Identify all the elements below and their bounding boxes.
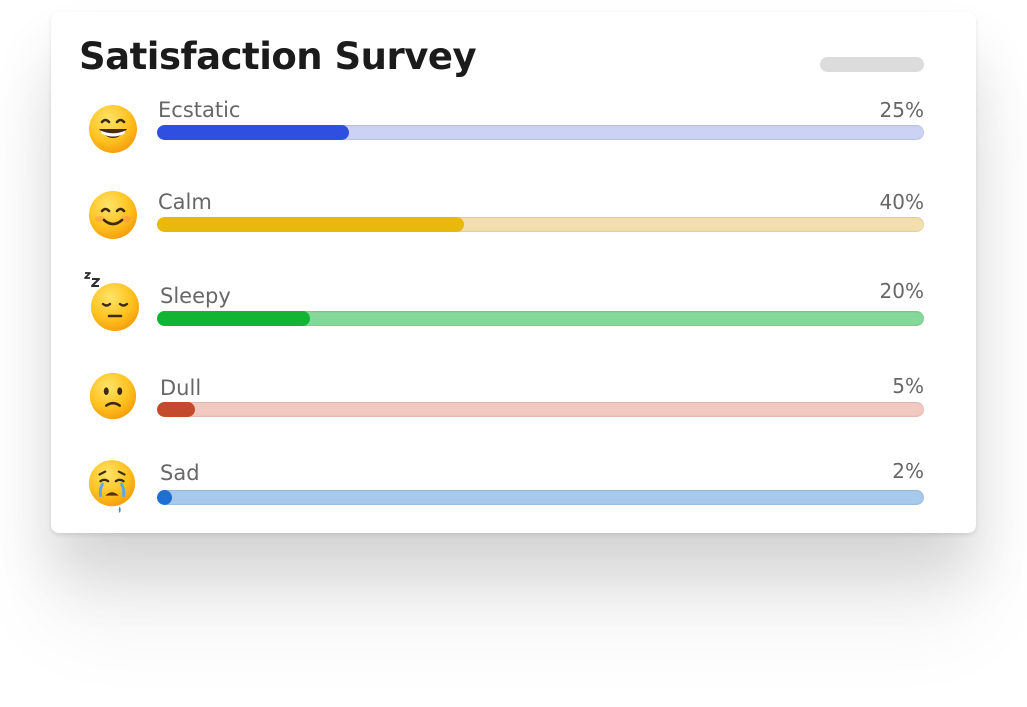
progress-bar-fill (157, 125, 349, 140)
survey-row-sleepy: Sleepy 20% (51, 272, 976, 341)
crying-face-icon (88, 460, 136, 513)
row-percentage: 5% (892, 374, 924, 398)
row-percentage: 40% (879, 190, 924, 214)
grinning-face-icon (89, 105, 137, 153)
progress-track (157, 217, 924, 232)
row-label: Ecstatic (158, 98, 241, 122)
sleeping-face-icon (84, 272, 139, 331)
progress-bar-fill (157, 311, 311, 326)
progress-bar-fill (157, 402, 196, 417)
row-label: Sleepy (160, 284, 231, 308)
card-title: Satisfaction Survey (79, 35, 477, 78)
survey-card: Satisfaction Survey Ecstatic 25% (51, 12, 976, 533)
progress-track (157, 490, 924, 505)
row-label: Sad (160, 461, 200, 485)
survey-row-dull: Dull 5% (51, 372, 976, 433)
progress-bar-fill (157, 490, 173, 505)
header-placeholder-pill (820, 57, 924, 72)
smiling-face-icon (89, 191, 137, 239)
row-percentage: 20% (879, 279, 924, 303)
progress-track (157, 311, 924, 326)
progress-track (157, 402, 924, 417)
row-percentage: 2% (892, 459, 924, 483)
row-label: Calm (158, 190, 212, 214)
row-percentage: 25% (879, 98, 924, 122)
progress-track (157, 125, 924, 140)
progress-bar-fill (157, 217, 464, 232)
survey-row-sad: Sad 2% (51, 459, 976, 520)
slightly-frowning-face-icon (89, 372, 137, 420)
row-label: Dull (160, 376, 202, 400)
survey-row-calm: Calm 40% (51, 189, 976, 249)
survey-row-ecstatic: Ecstatic 25% (51, 97, 976, 157)
